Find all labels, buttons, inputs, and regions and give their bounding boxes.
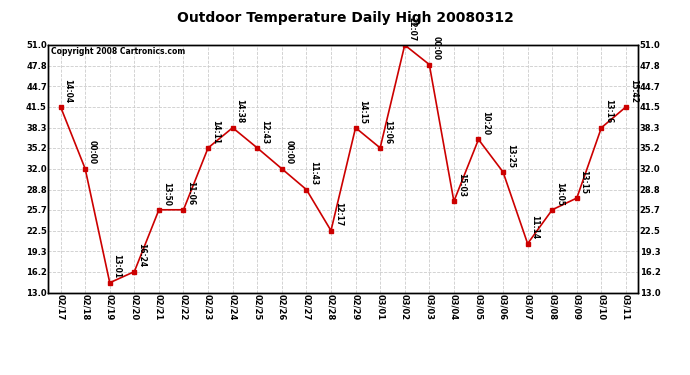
Text: 14:38: 14:38 — [235, 99, 244, 123]
Text: 22:07: 22:07 — [408, 16, 417, 41]
Text: 12:17: 12:17 — [334, 202, 343, 226]
Text: 15:42: 15:42 — [629, 79, 638, 103]
Text: 00:00: 00:00 — [88, 141, 97, 165]
Text: 00:00: 00:00 — [432, 36, 441, 60]
Text: 13:50: 13:50 — [161, 182, 170, 206]
Text: 12:43: 12:43 — [260, 120, 269, 144]
Text: 14:05: 14:05 — [555, 182, 564, 206]
Text: 11:06: 11:06 — [186, 182, 195, 206]
Text: Copyright 2008 Cartronics.com: Copyright 2008 Cartronics.com — [51, 48, 186, 57]
Text: 13:06: 13:06 — [383, 120, 392, 144]
Text: 13:01: 13:01 — [112, 255, 121, 279]
Text: 16:24: 16:24 — [137, 243, 146, 267]
Text: 14:11: 14:11 — [211, 120, 220, 144]
Text: 13:15: 13:15 — [580, 170, 589, 194]
Text: 10:20: 10:20 — [481, 111, 491, 135]
Text: 14:04: 14:04 — [63, 79, 72, 103]
Text: 13:25: 13:25 — [506, 144, 515, 168]
Text: 13:16: 13:16 — [604, 99, 613, 123]
Text: 15:03: 15:03 — [457, 173, 466, 197]
Text: Outdoor Temperature Daily High 20080312: Outdoor Temperature Daily High 20080312 — [177, 11, 513, 25]
Text: 00:00: 00:00 — [284, 141, 294, 165]
Text: 11:14: 11:14 — [531, 215, 540, 240]
Text: 11:43: 11:43 — [309, 161, 318, 185]
Text: 14:15: 14:15 — [358, 99, 367, 123]
